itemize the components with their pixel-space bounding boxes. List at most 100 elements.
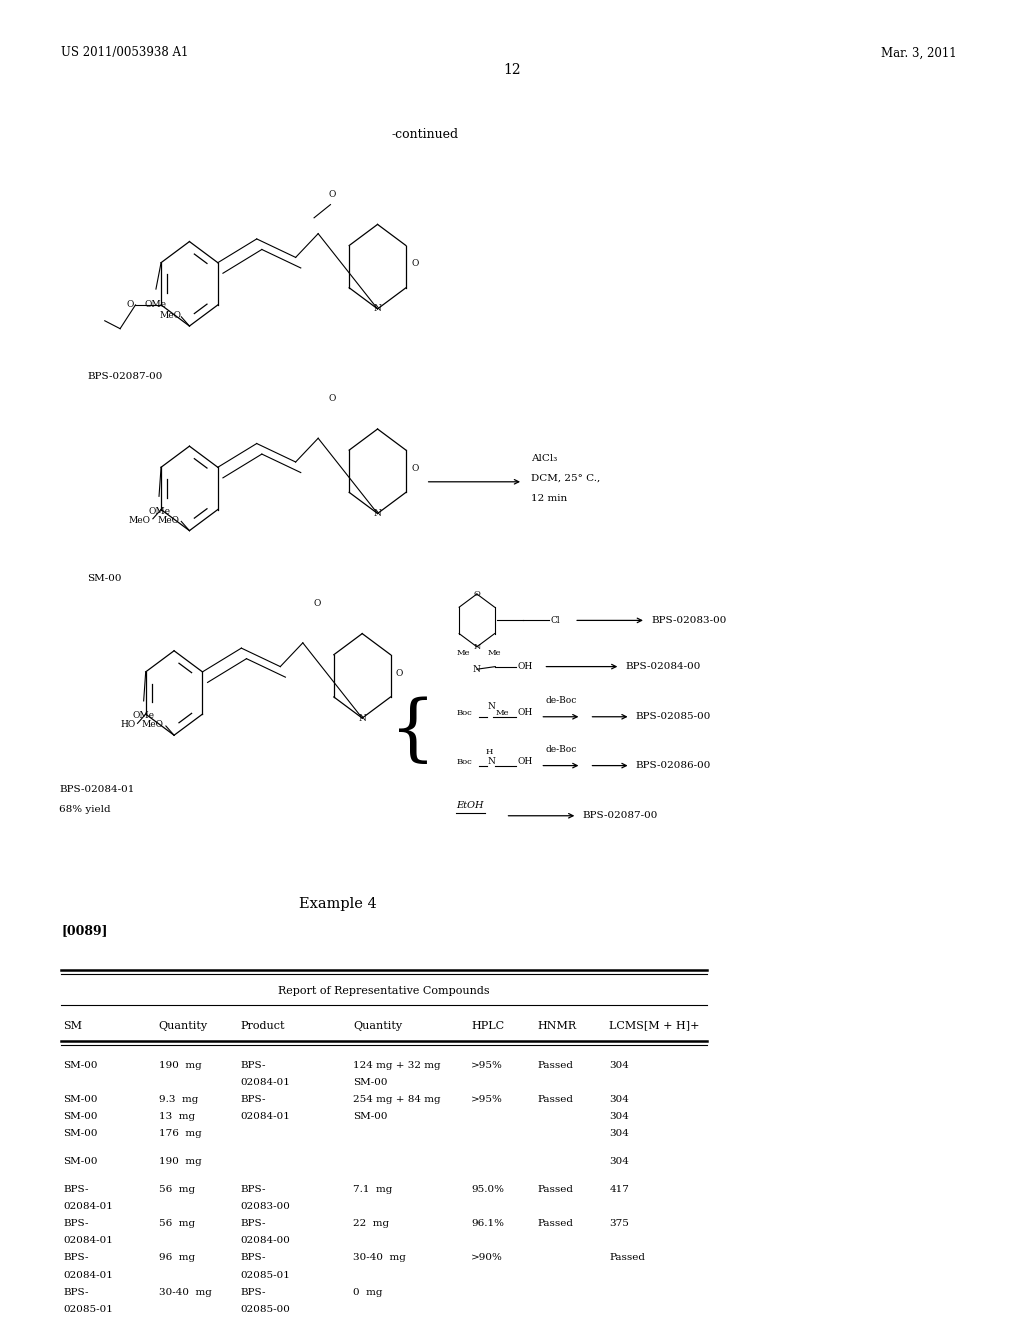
- Text: 304: 304: [609, 1130, 629, 1138]
- Text: HNMR: HNMR: [538, 1020, 577, 1031]
- Text: 304: 304: [609, 1113, 629, 1121]
- Text: OH: OH: [518, 663, 534, 671]
- Text: Report of Representative Compounds: Report of Representative Compounds: [279, 986, 489, 997]
- Text: SM-00: SM-00: [353, 1113, 388, 1121]
- Text: N: N: [473, 665, 481, 673]
- Text: 02084-01: 02084-01: [63, 1237, 114, 1245]
- Text: Me: Me: [457, 649, 470, 657]
- Text: HO: HO: [120, 721, 135, 729]
- Text: 12: 12: [503, 63, 521, 77]
- Text: OH: OH: [518, 709, 534, 717]
- Text: SM-00: SM-00: [63, 1061, 98, 1069]
- Text: H: H: [485, 748, 493, 756]
- Text: 254 mg + 84 mg: 254 mg + 84 mg: [353, 1096, 441, 1104]
- Text: N: N: [487, 758, 495, 766]
- Text: 13  mg: 13 mg: [159, 1113, 195, 1121]
- Text: OMe: OMe: [145, 300, 167, 309]
- Text: 176  mg: 176 mg: [159, 1130, 202, 1138]
- Text: US 2011/0053938 A1: US 2011/0053938 A1: [61, 46, 188, 59]
- Text: SM-00: SM-00: [63, 1096, 98, 1104]
- Text: 02084-01: 02084-01: [241, 1078, 291, 1086]
- Text: -continued: -continued: [391, 128, 459, 141]
- Text: MeO: MeO: [142, 721, 164, 729]
- Text: 22  mg: 22 mg: [353, 1220, 389, 1228]
- Text: O: O: [313, 599, 321, 607]
- Text: 56  mg: 56 mg: [159, 1185, 195, 1193]
- Text: BPS-02085-00: BPS-02085-00: [636, 713, 711, 721]
- Text: 417: 417: [609, 1185, 629, 1193]
- Text: 68% yield: 68% yield: [59, 805, 111, 813]
- Text: 96.1%: 96.1%: [471, 1220, 504, 1228]
- Text: O: O: [411, 260, 419, 268]
- Text: SM-00: SM-00: [87, 574, 122, 582]
- Text: MeO: MeO: [158, 516, 179, 524]
- Text: Passed: Passed: [538, 1220, 573, 1228]
- Text: 7.1  mg: 7.1 mg: [353, 1185, 392, 1193]
- Text: 190  mg: 190 mg: [159, 1158, 202, 1166]
- Text: BPS-: BPS-: [241, 1220, 266, 1228]
- Text: Passed: Passed: [538, 1061, 573, 1069]
- Text: Passed: Passed: [538, 1096, 573, 1104]
- Text: N: N: [358, 714, 367, 722]
- Text: 375: 375: [609, 1220, 629, 1228]
- Text: BPS-: BPS-: [241, 1288, 266, 1296]
- Text: N: N: [374, 305, 382, 313]
- Text: N: N: [473, 643, 480, 651]
- Text: >95%: >95%: [471, 1096, 503, 1104]
- Text: SM-00: SM-00: [353, 1078, 388, 1086]
- Text: BPS-: BPS-: [241, 1061, 266, 1069]
- Text: 12 min: 12 min: [531, 495, 567, 503]
- Text: 304: 304: [609, 1158, 629, 1166]
- Text: BPS-: BPS-: [63, 1185, 89, 1193]
- Text: BPS-: BPS-: [241, 1254, 266, 1262]
- Text: Quantity: Quantity: [159, 1020, 208, 1031]
- Text: O: O: [329, 190, 336, 198]
- Text: OMe: OMe: [133, 711, 155, 721]
- Text: 95.0%: 95.0%: [471, 1185, 504, 1193]
- Text: N: N: [374, 510, 382, 517]
- Text: 02085-01: 02085-01: [63, 1305, 114, 1313]
- Text: de-Boc: de-Boc: [546, 746, 577, 754]
- Text: Passed: Passed: [538, 1185, 573, 1193]
- Text: BPS-02083-00: BPS-02083-00: [651, 616, 726, 624]
- Text: BPS-: BPS-: [241, 1185, 266, 1193]
- Text: Boc: Boc: [457, 709, 472, 717]
- Text: 02084-01: 02084-01: [241, 1113, 291, 1121]
- Text: MeO: MeO: [160, 312, 181, 319]
- Text: Me: Me: [496, 709, 509, 717]
- Text: BPS-: BPS-: [63, 1288, 89, 1296]
- Text: Quantity: Quantity: [353, 1020, 402, 1031]
- Text: Passed: Passed: [609, 1254, 645, 1262]
- Text: O: O: [411, 465, 419, 473]
- Text: 02083-00: 02083-00: [241, 1203, 291, 1210]
- Text: DCM, 25° C.,: DCM, 25° C.,: [531, 474, 600, 482]
- Text: BPS-02087-00: BPS-02087-00: [87, 372, 163, 380]
- Text: BPS-02086-00: BPS-02086-00: [636, 762, 711, 770]
- Text: Boc: Boc: [457, 758, 472, 766]
- Text: 02084-01: 02084-01: [63, 1271, 114, 1279]
- Text: 304: 304: [609, 1061, 629, 1069]
- Text: LCMS[M + H]+: LCMS[M + H]+: [609, 1020, 699, 1031]
- Text: BPS-02084-00: BPS-02084-00: [626, 663, 700, 671]
- Text: MeO: MeO: [129, 516, 151, 524]
- Text: HPLC: HPLC: [471, 1020, 504, 1031]
- Text: BPS-: BPS-: [63, 1220, 89, 1228]
- Text: EtOH: EtOH: [457, 801, 484, 809]
- Text: de-Boc: de-Boc: [546, 697, 577, 705]
- Text: Example 4: Example 4: [299, 898, 377, 911]
- Text: BPS-: BPS-: [241, 1096, 266, 1104]
- Text: O: O: [395, 669, 403, 677]
- Text: OH: OH: [518, 758, 534, 766]
- Text: N: N: [487, 702, 495, 710]
- Text: >90%: >90%: [471, 1254, 503, 1262]
- Text: BPS-02084-01: BPS-02084-01: [59, 785, 135, 793]
- Text: 30-40  mg: 30-40 mg: [353, 1254, 407, 1262]
- Text: OMe: OMe: [148, 507, 170, 516]
- Text: Cl: Cl: [551, 616, 560, 624]
- Text: SM: SM: [63, 1020, 83, 1031]
- Text: 02085-00: 02085-00: [241, 1305, 291, 1313]
- Text: Product: Product: [241, 1020, 285, 1031]
- Text: BPS-02087-00: BPS-02087-00: [583, 812, 657, 820]
- Text: 190  mg: 190 mg: [159, 1061, 202, 1069]
- Text: 96  mg: 96 mg: [159, 1254, 195, 1262]
